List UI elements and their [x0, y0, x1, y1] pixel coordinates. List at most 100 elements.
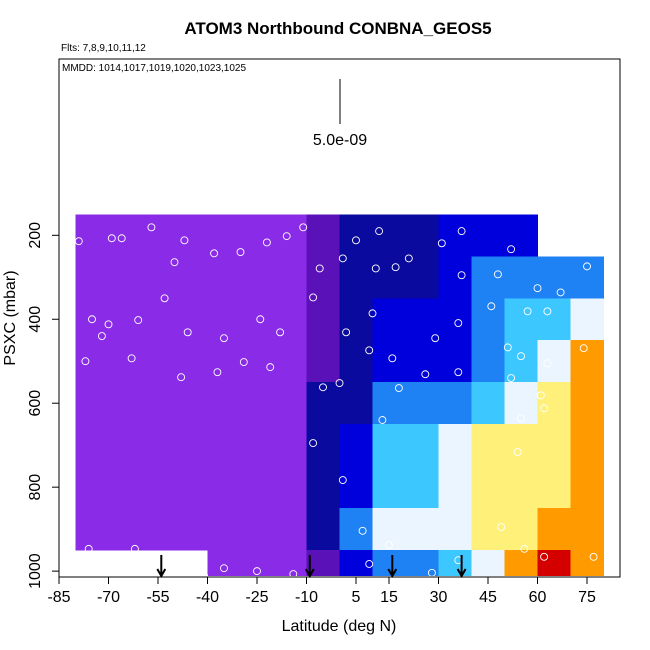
heat-cell: [174, 508, 208, 551]
heat-cell: [372, 340, 406, 383]
sample-point: [282, 232, 291, 241]
heat-cell: [207, 466, 241, 509]
heat-cell: [537, 298, 571, 341]
x-tick-label: -55: [146, 589, 169, 606]
heat-cell: [405, 508, 439, 551]
x-tick-label: 5: [352, 589, 361, 606]
x-tick-label: 60: [529, 589, 547, 606]
heat-cell: [471, 550, 505, 576]
x-tick-label: -10: [295, 589, 318, 606]
heat-cell: [537, 424, 571, 467]
heat-cell: [570, 382, 604, 425]
heat-cell: [108, 424, 142, 467]
sample-point: [513, 447, 522, 456]
sample-point: [583, 262, 591, 271]
heat-cell: [108, 508, 142, 551]
heat-cell: [372, 424, 406, 467]
chart-title: ATOM3 Northbound CONBNA_GEOS5: [184, 19, 491, 38]
heat-cell: [75, 214, 109, 257]
heat-cell: [75, 508, 109, 551]
heat-cell: [108, 256, 142, 299]
heat-cell: [306, 424, 340, 467]
sample-point: [299, 223, 308, 232]
heat-cell: [207, 298, 241, 341]
y-axis-label: PSXC (mbar): [2, 270, 19, 365]
heat-cell: [174, 382, 208, 425]
sample-point: [421, 370, 430, 379]
heat-cell: [174, 298, 208, 341]
sample-point: [454, 319, 463, 327]
heat-cell: [273, 382, 307, 425]
heat-cell: [471, 466, 505, 509]
sample-point: [58, 285, 67, 294]
heat-cell: [306, 340, 340, 383]
sample-point: [520, 544, 529, 553]
subtitle: Flts: 7,8,9,10,11,12: [61, 43, 146, 54]
sample-point: [543, 307, 552, 316]
sample-point: [385, 541, 393, 550]
heat-cell: [207, 340, 241, 383]
heat-cell: [108, 298, 142, 341]
sample-point: [388, 354, 397, 363]
heat-cell: [75, 424, 109, 467]
sample-point: [503, 343, 512, 352]
heat-cell: [75, 466, 109, 509]
sample-point: [497, 523, 506, 531]
sample-point: [319, 383, 327, 392]
sample-point: [394, 384, 403, 393]
heat-cell: [570, 466, 604, 509]
heat-cell: [438, 382, 472, 425]
sample-point: [210, 249, 219, 258]
heat-cell: [537, 508, 571, 551]
sample-point: [147, 223, 156, 232]
heat-cell: [240, 214, 274, 257]
x-tick-label: 75: [578, 589, 596, 606]
x-tick-label: -70: [97, 589, 120, 606]
x-tick-label: -85: [47, 589, 70, 606]
heat-cell: [405, 256, 439, 299]
heat-cell: [537, 382, 571, 425]
sample-point: [368, 309, 377, 318]
heat-cell: [174, 340, 208, 383]
x-tick-label: 45: [479, 589, 497, 606]
heat-cell: [504, 382, 538, 425]
sample-point: [342, 328, 351, 337]
heat-cell: [273, 256, 307, 299]
annotation: MMDD: 1014,1017,1019,1020,1023,1025: [62, 63, 246, 74]
sample-point: [183, 328, 192, 337]
heat-cell: [405, 424, 439, 467]
flight-arrow: [156, 555, 167, 579]
heat-cell: [207, 424, 241, 467]
sample-point: [213, 368, 222, 377]
sample-point: [493, 270, 502, 279]
heat-cell: [141, 340, 175, 383]
heat-cell: [306, 214, 340, 257]
sample-point: [160, 294, 169, 303]
heat-cell: [570, 508, 604, 551]
heat-cell: [240, 256, 274, 299]
heat-cell: [405, 214, 439, 257]
y-tick-label: 1000: [27, 553, 44, 589]
heat-cell: [141, 424, 175, 467]
heat-cell: [174, 424, 208, 467]
sample-point: [81, 357, 90, 366]
heat-cell: [570, 550, 604, 576]
heat-cell: [339, 214, 373, 257]
sample-point: [457, 227, 466, 236]
heat-cell: [306, 256, 340, 299]
sample-point: [338, 476, 347, 484]
sample-point: [543, 359, 552, 368]
heat-cell: [537, 340, 571, 383]
heat-cell: [339, 424, 373, 467]
heat-cell: [405, 298, 439, 341]
sample-point: [543, 246, 552, 255]
sample-point: [104, 320, 113, 329]
y-tick-label: 800: [27, 474, 44, 501]
sample-point: [375, 227, 384, 236]
sample-point: [437, 239, 446, 248]
x-tick-label: 30: [430, 589, 448, 606]
x-axis-label: Latitude (deg N): [282, 618, 397, 635]
sample-point: [170, 258, 179, 267]
sample-point: [579, 344, 588, 353]
heat-cell: [471, 340, 505, 383]
